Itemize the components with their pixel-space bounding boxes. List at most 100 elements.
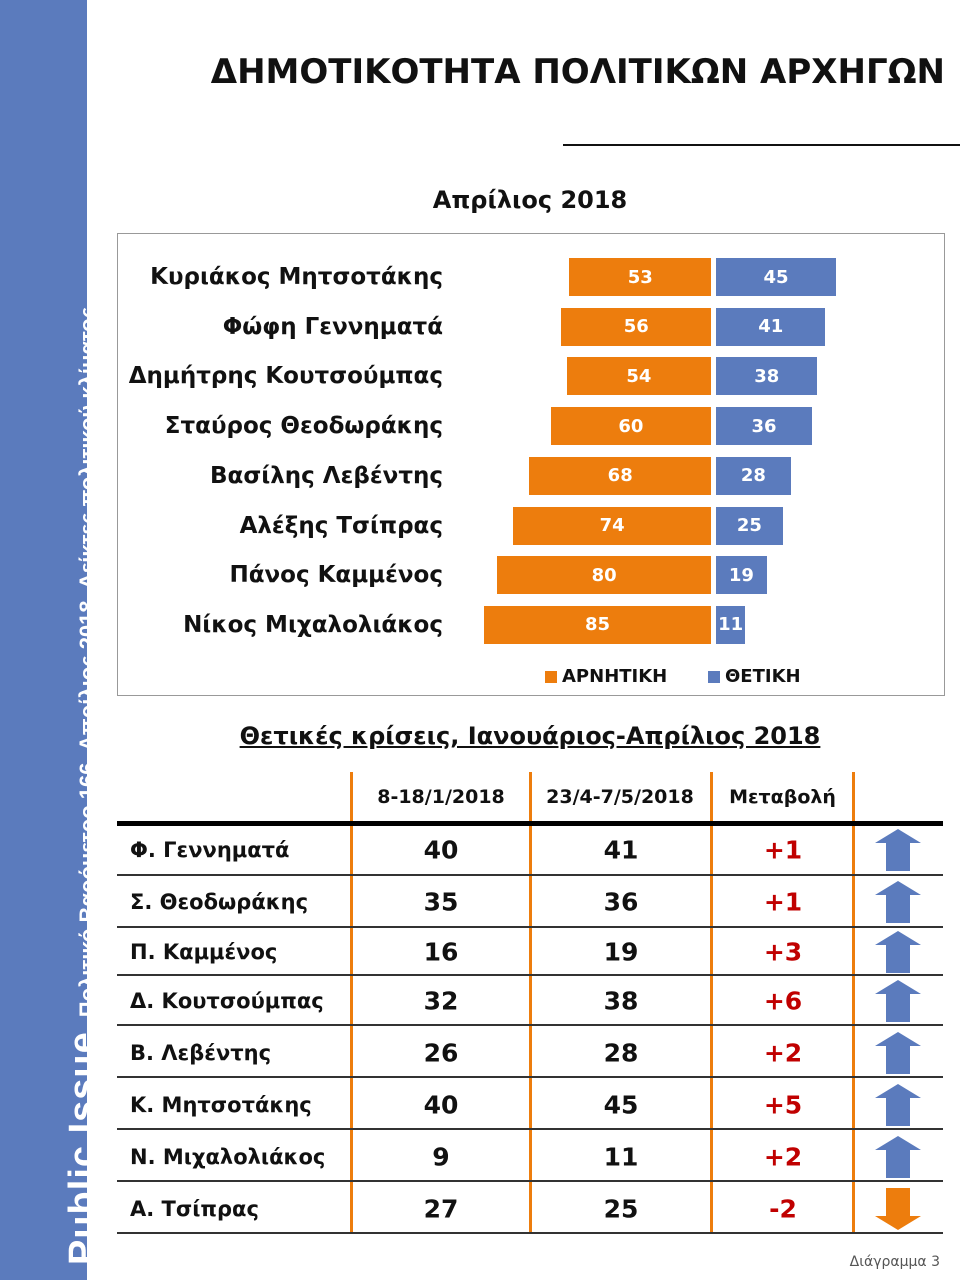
value-jan: 26 <box>423 1038 459 1068</box>
category-label: Βασίλης Λεβέντης <box>210 462 443 489</box>
data-label: 85 <box>584 614 611 636</box>
bar-negative: 85 <box>484 605 711 644</box>
category-label: Δημήτρης Κουτσούμπας <box>128 363 443 390</box>
arrow-up-icon <box>875 881 921 923</box>
change-value: +6 <box>763 986 803 1016</box>
row-divider <box>117 874 943 876</box>
arrow-down-icon <box>875 1188 921 1230</box>
row-divider <box>117 974 943 976</box>
category-label: Σταύρος Θεοδωράκης <box>164 413 443 440</box>
bar-positive: 28 <box>716 456 791 495</box>
row-divider <box>117 1024 943 1026</box>
column-divider <box>529 772 532 1232</box>
data-label: 60 <box>618 415 644 437</box>
row-name: Β. Λεβέντης <box>130 1041 272 1065</box>
category-label: Φώφη Γεννηματά <box>222 313 443 340</box>
data-label: 19 <box>728 564 754 586</box>
bar-negative: 53 <box>569 258 711 296</box>
row-divider <box>117 1180 943 1182</box>
value-jan: 35 <box>423 887 459 917</box>
value-apr: 25 <box>603 1194 639 1224</box>
value-jan: 16 <box>423 937 459 967</box>
legend-swatch <box>708 670 720 683</box>
data-label: 28 <box>740 465 766 487</box>
table-title: Θετικές κρίσεις, Ιανουάριος-Απρίλιος 201… <box>239 722 821 750</box>
bar-negative: 80 <box>497 556 711 595</box>
value-jan: 40 <box>423 1090 459 1120</box>
brand-logo: Public Issue <box>62 1031 104 1265</box>
value-jan: 40 <box>423 835 459 865</box>
arrow-up-icon <box>875 1136 921 1178</box>
data-label: 38 <box>754 365 780 387</box>
row-divider <box>117 1232 943 1234</box>
row-name: Π. Καμμένος <box>130 940 278 964</box>
arrow-up-icon <box>875 1032 921 1074</box>
header-divider <box>117 821 943 826</box>
category-label: Αλέξης Τσίπρας <box>239 512 443 539</box>
bar-positive: 36 <box>716 407 813 446</box>
column-header: 23/4-7/5/2018 <box>546 786 694 808</box>
row-name: Δ. Κουτσούμπας <box>130 989 324 1013</box>
data-label: 11 <box>718 614 744 636</box>
row-name: Ν. Μιχαλολιάκος <box>130 1145 326 1169</box>
data-label: 74 <box>599 515 625 536</box>
column-header: 8-18/1/2018 <box>377 786 505 808</box>
chart-title: Απρίλιος 2018 <box>432 186 628 214</box>
column-divider <box>852 772 855 1232</box>
bar-negative: 60 <box>550 407 711 446</box>
value-jan: 27 <box>423 1194 459 1224</box>
value-apr: 36 <box>603 887 639 917</box>
bar-positive: 38 <box>716 357 818 396</box>
row-divider <box>117 1128 943 1130</box>
bar-positive: 25 <box>716 506 783 545</box>
data-label: 54 <box>626 365 652 387</box>
category-label: Νίκος Μιχαλολιάκος <box>183 611 443 638</box>
data-label: 36 <box>751 415 777 437</box>
change-value: +2 <box>763 1142 803 1172</box>
change-value: +2 <box>763 1038 803 1068</box>
column-divider <box>710 772 713 1232</box>
value-apr: 19 <box>603 937 639 967</box>
figure-label: Διάγραμμα 3 <box>849 1254 940 1270</box>
row-divider <box>117 926 943 928</box>
data-label: 25 <box>736 515 762 536</box>
data-label: 80 <box>591 564 617 586</box>
sidebar: Public Issue Πολιτικό Βαρόμετρο 166, Απρί… <box>0 0 104 1280</box>
row-name: Σ. Θεοδωράκης <box>130 890 309 914</box>
arrow-up-icon <box>875 829 921 871</box>
data-label: 41 <box>758 316 784 338</box>
page-title: ΔΗΜΟΤΙΚΟΤΗΤΑ ΠΟΛΙΤΙΚΩΝ ΑΡΧΗΓΩΝ <box>210 52 945 92</box>
value-apr: 38 <box>603 986 639 1016</box>
legend-positive: ΘΕΤΙΚΗ <box>708 666 801 687</box>
arrow-up-icon <box>875 931 921 973</box>
change-value: +5 <box>763 1090 803 1120</box>
sidebar-subtitle: Πολιτικό Βαρόμετρο 166, Απρίλιος 2018. Δ… <box>75 306 100 1018</box>
change-value: +1 <box>763 887 803 917</box>
row-name: Κ. Μητσοτάκης <box>130 1093 312 1117</box>
data-label: 56 <box>623 316 649 338</box>
bar-negative: 54 <box>566 357 711 396</box>
value-apr: 41 <box>603 835 639 865</box>
value-jan: 9 <box>432 1142 450 1172</box>
bar-positive: 41 <box>716 307 826 346</box>
legend-label: ΑΡΝΗΤΙΚΗ <box>562 666 668 687</box>
arrow-up-icon <box>875 980 921 1022</box>
sidebar-text: Public Issue Πολιτικό Βαρόμετρο 166, Απρί… <box>62 307 105 1265</box>
data-label: 53 <box>627 266 653 288</box>
data-label: 68 <box>607 465 633 487</box>
arrow-up-icon <box>875 1084 921 1126</box>
category-label: Κυριάκος Μητσοτάκης <box>150 264 443 290</box>
value-apr: 11 <box>603 1142 639 1172</box>
title-divider <box>563 144 960 146</box>
bar-negative: 74 <box>513 506 711 545</box>
chart-frame <box>117 233 945 696</box>
value-apr: 28 <box>603 1038 639 1068</box>
legend-negative: ΑΡΝΗΤΙΚΗ <box>545 666 667 687</box>
row-name: Α. Τσίπρας <box>130 1197 259 1221</box>
column-divider <box>350 772 353 1232</box>
value-apr: 45 <box>603 1090 639 1120</box>
category-label: Πάνος Καμμένος <box>229 562 443 589</box>
row-divider <box>117 1076 943 1078</box>
bar-positive: 11 <box>716 605 746 644</box>
legend-label: ΘΕΤΙΚΗ <box>725 666 801 687</box>
